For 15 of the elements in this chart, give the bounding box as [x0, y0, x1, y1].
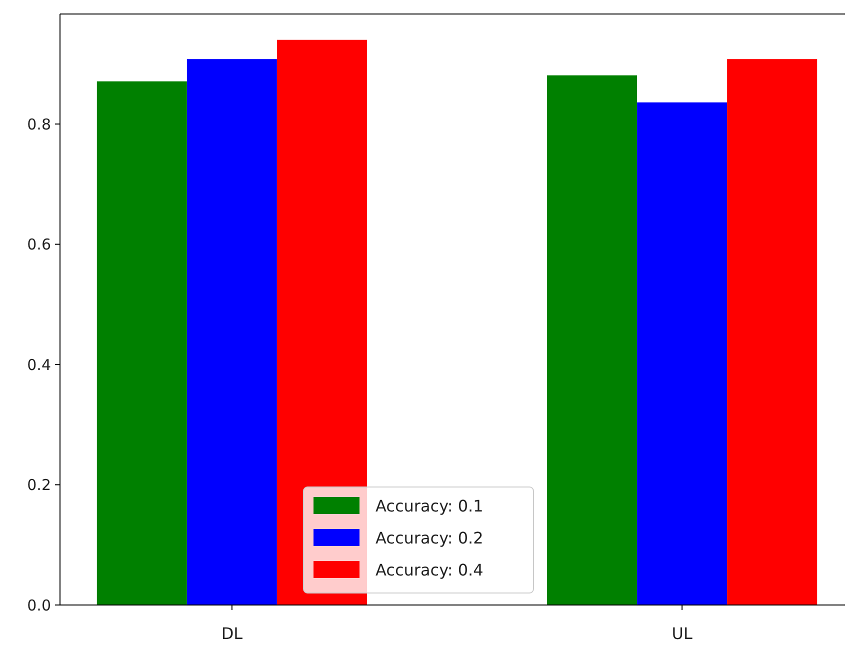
- bar: [637, 102, 728, 605]
- bar: [727, 59, 818, 605]
- y-tick-label: 0.2: [27, 476, 51, 494]
- bar: [186, 59, 277, 605]
- bar: [547, 75, 638, 605]
- legend-label: Accuracy: 0.1: [376, 496, 484, 516]
- bar: [96, 81, 187, 605]
- legend-label: Accuracy: 0.4: [376, 560, 484, 580]
- y-tick-label: 0.4: [27, 356, 51, 374]
- x-tick-label: DL: [221, 624, 243, 643]
- y-tick-label: 0.6: [27, 236, 51, 254]
- x-tick-label: UL: [672, 624, 692, 643]
- y-tick-label: 0.8: [27, 115, 51, 134]
- y-tick-label: 0.0: [27, 596, 51, 614]
- legend-label: Accuracy: 0.2: [376, 528, 484, 548]
